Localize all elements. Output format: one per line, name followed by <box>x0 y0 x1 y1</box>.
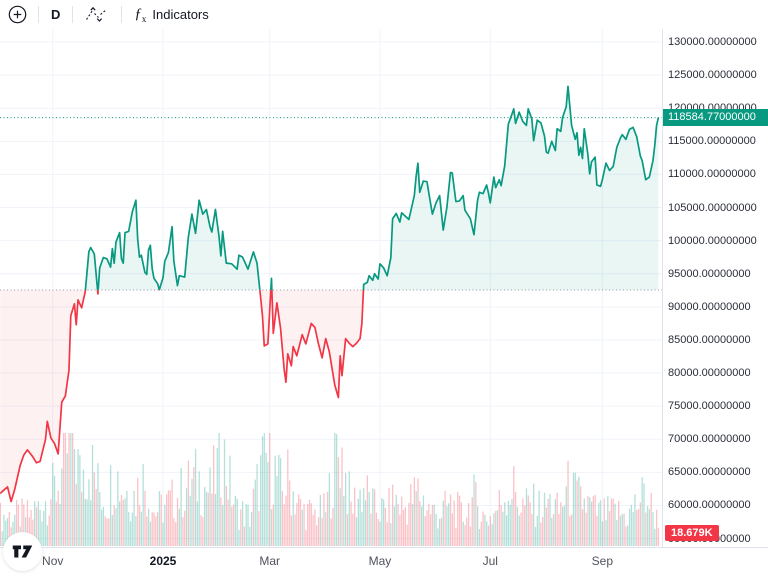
price-chart[interactable] <box>0 29 662 547</box>
price-axis-label: 115000.00000000 <box>668 135 756 148</box>
indicators-label: Indicators <box>152 7 209 22</box>
chart-plot-area[interactable] <box>0 29 662 571</box>
time-axis[interactable]: Nov 2025 Mar May Jul Sep <box>0 547 768 577</box>
price-axis-label: 70000.00000000 <box>668 433 751 446</box>
time-axis-label: Nov <box>42 554 64 568</box>
time-axis-label: Sep <box>591 554 614 568</box>
price-axis-label: 95000.00000000 <box>668 267 751 280</box>
price-axis-label: 60000.00000000 <box>668 499 751 512</box>
interval-button[interactable]: D <box>42 2 69 28</box>
price-axis-label: 65000.00000000 <box>668 466 751 479</box>
price-axis-label: 125000.00000000 <box>668 69 757 82</box>
tradingview-logo-glyph <box>12 545 33 558</box>
price-axis-label: 110000.00000000 <box>668 168 756 181</box>
toolbar-divider <box>72 6 74 23</box>
chart-toolbar: D ƒx Indicators <box>0 0 768 29</box>
price-axis-label: 85000.00000000 <box>668 333 751 346</box>
indicators-button[interactable]: ƒx Indicators <box>125 2 217 28</box>
interval-label: D <box>51 7 61 22</box>
plus-circle-icon <box>8 5 27 24</box>
price-axis-label: 75000.00000000 <box>668 400 751 413</box>
price-axis-label: 130000.00000000 <box>668 36 757 48</box>
line-with-markers-icon <box>85 6 109 23</box>
chart-style-button[interactable] <box>76 2 118 28</box>
price-axis[interactable]: 118584.77000000 18.679K 130000.00000000 1… <box>662 29 768 547</box>
price-axis-label: 105000.00000000 <box>668 201 757 214</box>
toolbar-divider <box>38 6 39 23</box>
tradingview-logo[interactable] <box>3 532 42 571</box>
time-axis-label: May <box>368 554 392 568</box>
time-axis-label: Jul <box>482 554 498 568</box>
fx-icon: ƒx <box>134 5 147 24</box>
price-axis-label: 90000.00000000 <box>668 300 751 313</box>
time-axis-label: 2025 <box>149 554 177 568</box>
current-price-badge: 118584.77000000 <box>663 109 768 127</box>
toolbar-divider <box>121 6 123 23</box>
add-symbol-button[interactable] <box>0 2 35 28</box>
price-axis-label: 80000.00000000 <box>668 367 751 380</box>
price-axis-label: 100000.00000000 <box>668 234 757 247</box>
volume-badge: 18.679K <box>665 525 719 541</box>
time-axis-label: Mar <box>259 554 281 568</box>
